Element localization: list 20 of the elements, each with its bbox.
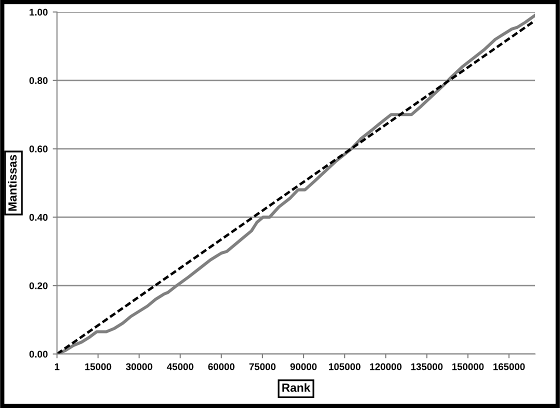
x-tick-label: 1 bbox=[54, 363, 60, 370]
y-tick-label: 0.80 bbox=[29, 77, 48, 84]
x-axis-title: Rank bbox=[282, 383, 310, 392]
x-tick-label: 105000 bbox=[329, 363, 360, 370]
y-tick-label: 0.00 bbox=[29, 350, 48, 358]
x-tick-label: 30000 bbox=[126, 363, 152, 370]
y-axis-title: Mantissas bbox=[8, 154, 17, 211]
y-tick-label: 0.20 bbox=[29, 282, 48, 290]
x-tick-label: 75000 bbox=[249, 363, 276, 370]
x-tick-label: 120000 bbox=[370, 363, 402, 370]
y-tick-label: 1.00 bbox=[30, 8, 48, 16]
x-tick-label: 60000 bbox=[208, 363, 234, 370]
y-tick-label: 0.60 bbox=[29, 146, 48, 152]
x-tick-label: 135000 bbox=[411, 363, 443, 370]
x-tick-label: 15000 bbox=[85, 363, 112, 370]
x-tick-label: 45000 bbox=[166, 363, 194, 370]
x-tick-label: 90000 bbox=[290, 363, 317, 370]
x-tick-label: 150000 bbox=[452, 363, 484, 370]
y-tick-label: 0.40 bbox=[29, 214, 48, 221]
x-tick-label: 165000 bbox=[493, 363, 525, 370]
